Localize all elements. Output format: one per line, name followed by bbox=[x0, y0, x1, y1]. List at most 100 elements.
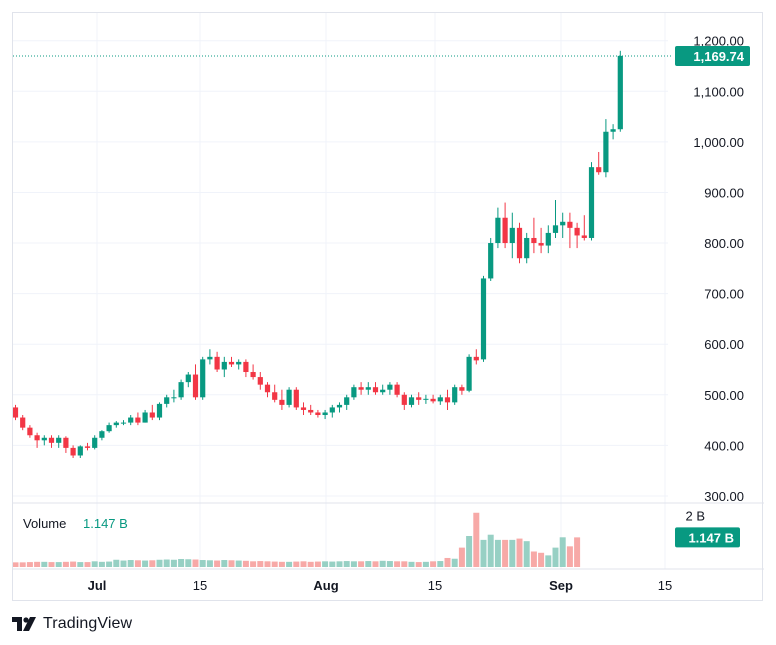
candle-body bbox=[538, 243, 544, 246]
candle bbox=[336, 402, 343, 413]
volume-bar bbox=[192, 559, 199, 567]
candle-body bbox=[135, 417, 141, 423]
candle bbox=[488, 237, 494, 281]
candle-body bbox=[480, 278, 487, 360]
candle-body bbox=[524, 237, 530, 259]
candle-body bbox=[20, 417, 26, 428]
candle-body bbox=[113, 422, 119, 426]
candle-body bbox=[329, 407, 335, 413]
candle bbox=[128, 415, 134, 426]
candle bbox=[113, 421, 119, 428]
candle bbox=[178, 379, 184, 400]
time-tick-label: Aug bbox=[313, 578, 338, 593]
candle bbox=[56, 435, 62, 448]
volume-bar bbox=[293, 561, 300, 567]
candle-body bbox=[34, 435, 40, 441]
tradingview-logo-icon bbox=[12, 617, 36, 631]
volume-bar bbox=[127, 560, 134, 567]
volume-bar bbox=[48, 562, 55, 567]
candle bbox=[171, 389, 177, 403]
candle bbox=[185, 372, 191, 388]
candle-body bbox=[200, 359, 206, 398]
price-tick-label: 900.00 bbox=[704, 185, 744, 200]
candle bbox=[214, 351, 220, 373]
candle bbox=[63, 436, 69, 453]
candle bbox=[394, 382, 400, 398]
candle bbox=[452, 384, 458, 405]
volume-bar bbox=[322, 561, 329, 567]
volume-bar bbox=[307, 561, 314, 567]
candle-body bbox=[236, 361, 242, 365]
volume-bar bbox=[480, 539, 487, 567]
candle-body bbox=[149, 412, 155, 418]
candle-body bbox=[516, 227, 523, 259]
candle bbox=[495, 207, 501, 249]
candle-body bbox=[459, 387, 465, 391]
candle bbox=[279, 389, 285, 410]
candle-body bbox=[315, 412, 321, 416]
tradingview-logo[interactable]: TradingView bbox=[12, 613, 132, 635]
volume-bar bbox=[264, 561, 271, 567]
volume-bar bbox=[365, 561, 372, 567]
candle-body bbox=[596, 167, 602, 173]
time-tick-label: 15 bbox=[658, 578, 672, 593]
volume-bar bbox=[566, 546, 573, 567]
candle-body bbox=[603, 131, 609, 173]
candle-body bbox=[272, 392, 278, 400]
chart-svg[interactable]: 300.00 400.00 500.00 600.00 700.00 800.00 900.… bbox=[12, 13, 764, 602]
candle-body bbox=[286, 389, 292, 405]
candle bbox=[538, 227, 544, 254]
candle bbox=[106, 422, 112, 433]
candle-body bbox=[502, 217, 508, 244]
candle bbox=[480, 275, 487, 362]
candle-body bbox=[416, 397, 422, 400]
volume-series bbox=[12, 512, 581, 567]
volume-bar bbox=[170, 559, 177, 567]
candle bbox=[545, 225, 551, 254]
candle bbox=[315, 409, 321, 418]
candle bbox=[300, 402, 307, 416]
volume-bar bbox=[250, 561, 257, 567]
candle bbox=[34, 432, 40, 448]
volume-bar bbox=[552, 547, 559, 567]
candle-body bbox=[63, 437, 69, 448]
volume-bar bbox=[430, 561, 437, 567]
candle bbox=[387, 382, 393, 395]
price-axis[interactable]: 300.00 400.00 500.00 600.00 700.00 800.00 900.… bbox=[693, 34, 744, 504]
candle-body bbox=[495, 217, 501, 244]
volume-bar bbox=[41, 561, 48, 567]
candle bbox=[430, 394, 436, 404]
candle bbox=[12, 404, 19, 421]
candle bbox=[207, 349, 213, 365]
candle-body bbox=[27, 427, 33, 436]
candle bbox=[423, 394, 429, 404]
volume-bar bbox=[149, 560, 156, 567]
candle-body bbox=[300, 407, 307, 410]
candle-body bbox=[365, 387, 371, 390]
candle-body bbox=[221, 361, 227, 370]
candle-body bbox=[142, 412, 148, 423]
volume-last-badge bbox=[675, 527, 740, 548]
volume-bar bbox=[487, 534, 494, 567]
candle-body bbox=[430, 398, 436, 402]
candle-body bbox=[214, 356, 220, 370]
volume-bar bbox=[286, 561, 293, 567]
candle bbox=[596, 151, 602, 175]
candle-body bbox=[588, 167, 595, 238]
price-tick-label: 1,000.00 bbox=[693, 135, 744, 150]
price-tick-label: 1,200.00 bbox=[693, 34, 744, 49]
volume-tick-label: 2 B bbox=[685, 508, 705, 523]
candle bbox=[120, 420, 127, 426]
candle bbox=[250, 364, 256, 380]
candle-body bbox=[156, 403, 163, 418]
volume-bar bbox=[84, 562, 91, 567]
time-tick-label: Jul bbox=[88, 578, 107, 593]
candle bbox=[444, 389, 451, 410]
candle-body bbox=[228, 361, 235, 365]
time-axis[interactable]: Jul 15 Aug 15 Sep 15 bbox=[88, 578, 673, 593]
candle bbox=[344, 394, 350, 410]
candle-body bbox=[92, 437, 98, 448]
candlestick-series bbox=[12, 50, 623, 459]
candle-body bbox=[351, 387, 357, 398]
volume-bar bbox=[394, 561, 401, 567]
